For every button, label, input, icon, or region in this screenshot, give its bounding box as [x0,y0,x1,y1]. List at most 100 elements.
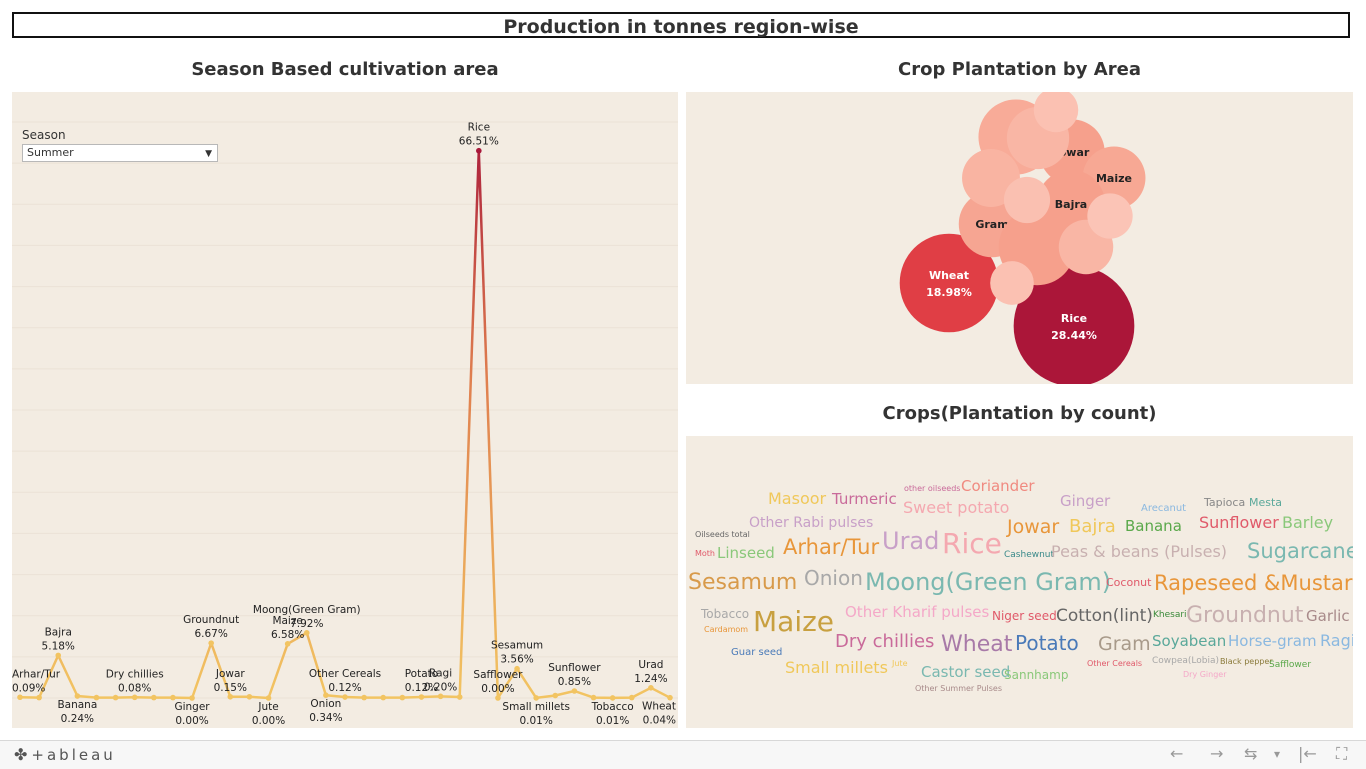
word-cloud-term[interactable]: Cardamom [704,625,748,634]
bubble[interactable] [990,261,1034,305]
word-cloud-term[interactable]: Linseed [717,544,775,562]
word-cloud-term[interactable]: Maize [753,605,834,638]
word-cloud-term[interactable]: Other Summer Pulses [915,684,1002,693]
word-cloud-term[interactable]: Peas & beans (Pulses) [1051,542,1227,561]
data-point[interactable] [533,695,539,701]
bubble[interactable] [899,233,999,333]
data-point[interactable] [609,695,616,701]
data-point[interactable] [514,665,520,672]
redo-icon[interactable]: → [1210,744,1224,763]
word-cloud-term[interactable]: Arhar/Tur [783,535,879,559]
bubble[interactable] [1013,265,1135,387]
word-cloud-term[interactable]: Safflower [1269,660,1311,670]
word-cloud-term[interactable]: Dry chillies [835,631,934,652]
word-cloud-term[interactable]: Horse-gram [1228,632,1317,650]
word-cloud-term[interactable]: Urad [882,527,939,555]
data-point[interactable] [151,694,157,701]
data-point[interactable] [36,694,42,701]
bubble[interactable] [1033,87,1079,133]
word-cloud-term[interactable]: Coriander [961,477,1035,495]
data-point[interactable] [265,695,272,701]
word-cloud-term[interactable]: Sannhamp [1004,668,1068,682]
word-cloud-term[interactable]: Khesari [1153,610,1187,620]
data-point[interactable] [227,693,234,700]
data-point[interactable] [189,695,195,701]
reset-icon[interactable]: |← [1298,744,1317,763]
word-cloud-term[interactable]: Ginger [1060,492,1111,510]
data-point[interactable] [112,694,119,701]
data-point[interactable] [323,692,329,699]
word-cloud-term[interactable]: Wheat [941,632,1013,657]
word-cloud-term[interactable]: Niger seed [992,609,1057,623]
word-cloud-term[interactable]: Masoor [768,489,827,508]
word-cloud-term[interactable]: Potato [1015,631,1079,655]
word-cloud-term[interactable]: other oilseeds [904,484,960,493]
word-cloud-term[interactable]: Coconut [1106,576,1152,589]
data-point[interactable] [380,694,387,701]
data-point[interactable] [246,693,253,700]
word-cloud-term[interactable]: Onion [804,566,863,590]
word-cloud-term[interactable]: Dry Ginger [1183,670,1227,679]
word-cloud-term[interactable]: Banana [1125,517,1182,535]
word-cloud-term[interactable]: Other Cereals [1087,659,1142,668]
word-cloud-term[interactable]: Arecanut [1141,503,1186,514]
data-point[interactable] [284,641,291,647]
data-point[interactable] [476,147,482,154]
word-cloud-term[interactable]: Turmeric [831,490,897,508]
data-point[interactable] [170,694,176,701]
data-point[interactable] [361,694,367,701]
word-cloud-term[interactable]: Sugarcane [1247,539,1359,563]
word-cloud-term[interactable]: Oilseeds total [695,530,750,539]
data-point[interactable] [418,694,425,700]
data-point[interactable] [93,694,100,701]
data-point[interactable] [456,694,463,700]
word-cloud-term[interactable]: Cowpea(Lobia) [1152,656,1219,666]
word-cloud-term[interactable]: Bajra [1069,516,1116,537]
revert-dropdown-icon[interactable]: ▾ [1274,747,1281,761]
data-point[interactable] [303,630,310,636]
data-point[interactable] [74,693,81,699]
word-cloud-term[interactable]: Tobacco [700,607,749,621]
word-cloud-term[interactable]: Mesta [1249,496,1282,509]
word-cloud-term[interactable]: Sesamum [688,570,797,595]
undo-icon[interactable]: ← [1170,744,1184,763]
word-cloud-term[interactable]: Guar seed [731,647,782,658]
word-cloud-term[interactable]: Jowar [1006,516,1059,538]
season-select[interactable]: Summer ▼ [22,144,218,162]
word-cloud-term[interactable]: Other Kharif pulses [845,603,990,621]
data-point[interactable] [495,695,501,701]
word-cloud-term[interactable]: Groundnut [1186,603,1304,628]
word-cloud-term[interactable]: Rapeseed &Mustard [1154,571,1365,595]
bubble[interactable] [1087,193,1133,239]
word-cloud-term[interactable]: Small millets [785,658,888,677]
word-cloud-term[interactable]: Cotton(lint) [1056,606,1153,626]
data-point[interactable] [648,684,654,691]
word-cloud-term[interactable]: Ragi [1320,631,1355,650]
data-point[interactable] [55,652,62,659]
data-point[interactable] [342,694,348,700]
word-cloud-term[interactable]: Tapioca [1203,496,1245,509]
bubble[interactable] [1003,176,1051,224]
word-cloud-term[interactable]: Sunflower [1199,513,1279,532]
data-point[interactable] [131,694,138,701]
word-cloud-term[interactable]: Rice [942,527,1002,560]
data-point[interactable] [208,640,214,646]
data-point[interactable] [437,693,444,700]
data-point[interactable] [590,694,597,701]
revert-icon[interactable]: ⇆ [1244,744,1258,763]
word-cloud-term[interactable]: Moong(Green Gram) [865,568,1111,596]
word-cloud-term[interactable]: Other Rabi pulses [749,515,873,531]
data-point[interactable] [628,694,635,701]
data-point[interactable] [17,694,23,701]
data-point[interactable] [399,694,406,701]
word-cloud-term[interactable]: Moth [695,549,715,558]
tableau-logo[interactable]: ✤ +ableau [14,745,116,764]
word-cloud-term[interactable]: Garlic [1306,607,1350,625]
data-point[interactable] [552,692,559,699]
word-cloud-term[interactable]: Gram [1098,633,1151,655]
word-cloud-term[interactable]: Soyabean [1152,632,1226,650]
data-point[interactable] [667,694,673,701]
word-cloud-term[interactable]: Cashewnut [1004,550,1054,560]
word-cloud-term[interactable]: Barley [1282,513,1333,532]
word-cloud-term[interactable]: Black pepper [1220,657,1273,666]
